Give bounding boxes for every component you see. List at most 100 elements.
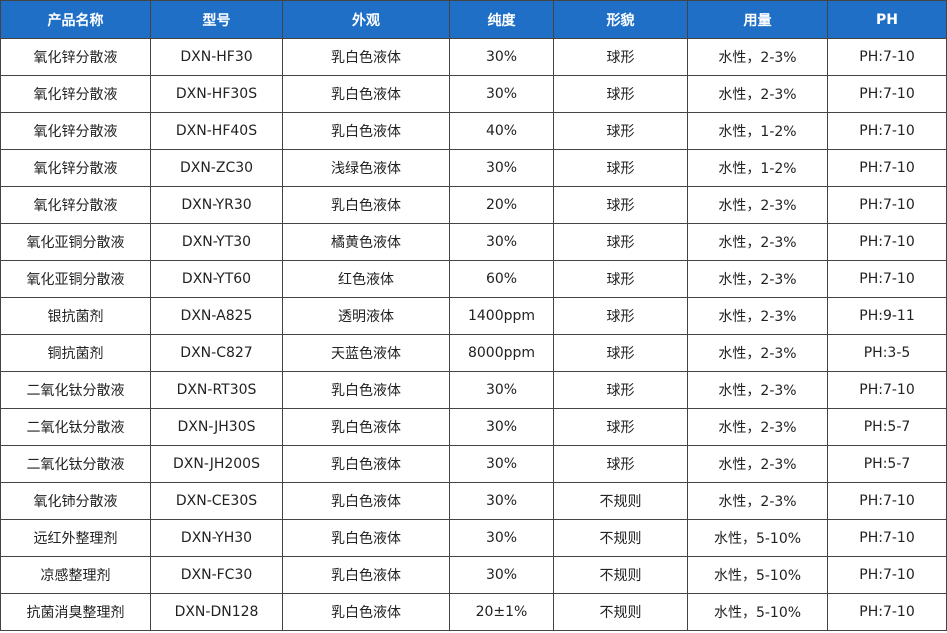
table-cell: 30% (449, 556, 554, 594)
table-cell: 氧化锌分散液 (0, 75, 151, 113)
table-cell: 30% (449, 38, 554, 76)
table-row: 氧化锌分散液 DXN-HF30S 乳白色液体 30% 球形 水性，2-3% PH:7-10 (0, 75, 947, 113)
table-cell: 乳白色液体 (282, 38, 450, 76)
table-cell: 水性，1-2% (687, 112, 828, 150)
table-cell: 60% (449, 260, 554, 298)
table-cell: 水性，5-10% (687, 519, 828, 557)
table-row: 银抗菌剂 DXN-A825 透明液体 1400ppm 球形 水性，2-3% PH:9-11 (0, 297, 947, 335)
table-row: 二氧化钛分散液 DXN-JH200S 乳白色液体 30% 球形 水性，2-3% PH:5-7 (0, 445, 947, 483)
table-cell: DXN-YT60 (150, 260, 283, 298)
table-cell: PH:7-10 (827, 371, 947, 409)
table-cell: PH:7-10 (827, 223, 947, 261)
table-cell: DXN-A825 (150, 297, 283, 335)
table-row: 氧化铈分散液 DXN-CE30S 乳白色液体 30% 不规则 水性，2-3% PH:7-10 (0, 482, 947, 520)
table-cell: DXN-RT30S (150, 371, 283, 409)
table-cell: DXN-YT30 (150, 223, 283, 261)
table-cell: 水性，2-3% (687, 334, 828, 372)
table-cell: 乳白色液体 (282, 112, 450, 150)
table-row: 氧化锌分散液 DXN-YR30 乳白色液体 20% 球形 水性，2-3% PH:7-10 (0, 186, 947, 224)
table-row: 铜抗菌剂 DXN-C827 天蓝色液体 8000ppm 球形 水性，2-3% PH:3-5 (0, 334, 947, 372)
table-row: 二氧化钛分散液 DXN-RT30S 乳白色液体 30% 球形 水性，2-3% PH:7-10 (0, 371, 947, 409)
table-cell: 30% (449, 371, 554, 409)
table-cell: 30% (449, 149, 554, 187)
header-row: 产品名称 型号 外观 纯度 形貌 用量 PH (0, 0, 947, 39)
table-cell: 氧化锌分散液 (0, 186, 151, 224)
table-cell: 40% (449, 112, 554, 150)
table-cell: 橘黄色液体 (282, 223, 450, 261)
table-cell: DXN-DN128 (150, 593, 283, 631)
table-cell: DXN-ZC30 (150, 149, 283, 187)
table-row: 氧化锌分散液 DXN-HF30 乳白色液体 30% 球形 水性，2-3% PH:7-10 (0, 38, 947, 76)
table-row: 远红外整理剂 DXN-YH30 乳白色液体 30% 不规则 水性，5-10% PH:7-10 (0, 519, 947, 557)
header-cell: 外观 (282, 0, 450, 39)
table-row: 氧化锌分散液 DXN-ZC30 浅绿色液体 30% 球形 水性，1-2% PH:7-10 (0, 149, 947, 187)
header-cell: 型号 (150, 0, 283, 39)
table-cell: 二氧化钛分散液 (0, 445, 151, 483)
table-cell: DXN-HF30 (150, 38, 283, 76)
table-cell: 乳白色液体 (282, 445, 450, 483)
table-cell: 水性，5-10% (687, 556, 828, 594)
header-cell: 用量 (687, 0, 828, 39)
table-cell: 银抗菌剂 (0, 297, 151, 335)
table-cell: 水性，2-3% (687, 75, 828, 113)
table-cell: PH:7-10 (827, 112, 947, 150)
table-cell: DXN-FC30 (150, 556, 283, 594)
table-cell: 远红外整理剂 (0, 519, 151, 557)
table-cell: 乳白色液体 (282, 482, 450, 520)
table-cell: PH:5-7 (827, 445, 947, 483)
table-cell: 30% (449, 519, 554, 557)
table-cell: DXN-C827 (150, 334, 283, 372)
table-cell: 球形 (553, 112, 688, 150)
table-cell: DXN-YH30 (150, 519, 283, 557)
header-cell: PH (827, 0, 947, 39)
table-cell: PH:7-10 (827, 186, 947, 224)
table-cell: PH:3-5 (827, 334, 947, 372)
table-cell: PH:7-10 (827, 75, 947, 113)
table-row: 二氧化钛分散液 DXN-JH30S 乳白色液体 30% 球形 水性，2-3% PH:5-7 (0, 408, 947, 446)
table-cell: 不规则 (553, 593, 688, 631)
table-cell: PH:9-11 (827, 297, 947, 335)
table-cell: 凉感整理剂 (0, 556, 151, 594)
table-cell: PH:7-10 (827, 38, 947, 76)
table-cell: 20±1% (449, 593, 554, 631)
table-cell: DXN-JH30S (150, 408, 283, 446)
table-cell: 二氧化钛分散液 (0, 408, 151, 446)
table-cell: 球形 (553, 75, 688, 113)
table-cell: 水性，2-3% (687, 38, 828, 76)
table-cell: 8000ppm (449, 334, 554, 372)
table-cell: 水性，2-3% (687, 408, 828, 446)
table-cell: 球形 (553, 445, 688, 483)
table-cell: 球形 (553, 297, 688, 335)
table-cell: 乳白色液体 (282, 593, 450, 631)
table-cell: 氧化锌分散液 (0, 149, 151, 187)
table-cell: 水性，2-3% (687, 186, 828, 224)
table-cell: 二氧化钛分散液 (0, 371, 151, 409)
table-row: 氧化锌分散液 DXN-HF40S 乳白色液体 40% 球形 水性，1-2% PH:7-10 (0, 112, 947, 150)
table-cell: 20% (449, 186, 554, 224)
table-cell: 浅绿色液体 (282, 149, 450, 187)
table-cell: 水性，2-3% (687, 297, 828, 335)
table-cell: 球形 (553, 186, 688, 224)
table-cell: 球形 (553, 149, 688, 187)
table-cell: 乳白色液体 (282, 371, 450, 409)
table-cell: 氧化锌分散液 (0, 112, 151, 150)
table-cell: PH:7-10 (827, 519, 947, 557)
table-cell: 水性，2-3% (687, 371, 828, 409)
table-cell: 水性，5-10% (687, 593, 828, 631)
table-row: 凉感整理剂 DXN-FC30 乳白色液体 30% 不规则 水性，5-10% PH:7-10 (0, 556, 947, 594)
table-cell: 30% (449, 75, 554, 113)
table-row: 氧化亚铜分散液 DXN-YT60 红色液体 60% 球形 水性，2-3% PH:7-10 (0, 260, 947, 298)
table-cell: 铜抗菌剂 (0, 334, 151, 372)
header-cell: 纯度 (449, 0, 554, 39)
table-cell: 氧化亚铜分散液 (0, 223, 151, 261)
table-cell: DXN-CE30S (150, 482, 283, 520)
table-cell: 不规则 (553, 482, 688, 520)
header-cell: 产品名称 (0, 0, 151, 39)
table-cell: 红色液体 (282, 260, 450, 298)
table-cell: 球形 (553, 371, 688, 409)
table-cell: 水性，2-3% (687, 482, 828, 520)
table-cell: 水性，2-3% (687, 223, 828, 261)
table-cell: 球形 (553, 38, 688, 76)
table-cell: DXN-HF40S (150, 112, 283, 150)
table-cell: 30% (449, 482, 554, 520)
